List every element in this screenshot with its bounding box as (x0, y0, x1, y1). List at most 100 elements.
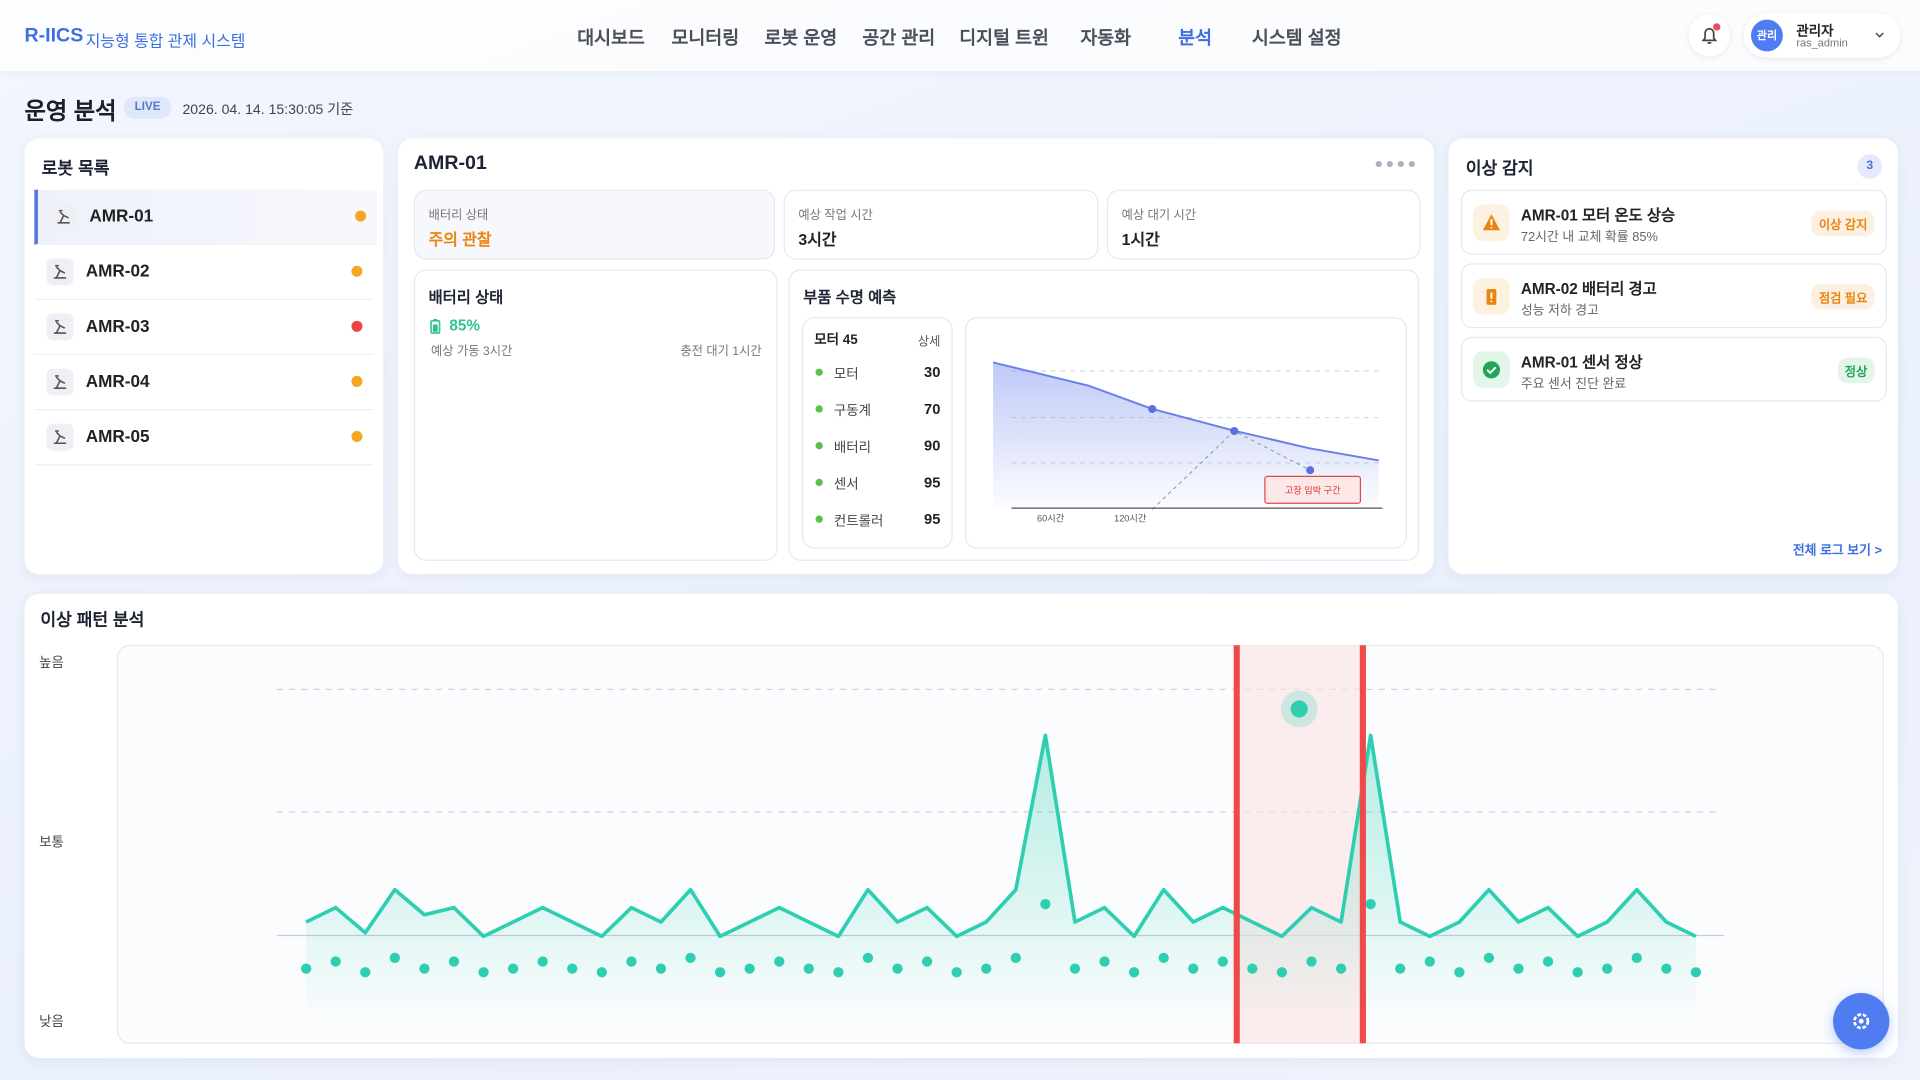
robot-icon (46, 423, 74, 451)
data-point (1602, 963, 1613, 974)
parts-table-title: 모터 45 (814, 333, 858, 348)
alert-glyph (1486, 288, 1497, 305)
battery-card: 배터리 상태 85% 예상 가동 3시간 충전 대기 1시간 (413, 269, 778, 561)
data-point (833, 967, 844, 978)
alert-tag: 이상 감지 (1811, 210, 1875, 237)
parts-value: 30 (924, 363, 941, 381)
data-point (1631, 952, 1642, 964)
robot-item[interactable]: AMR-05 (34, 410, 374, 466)
stat-value: 주의 관찰 (428, 230, 492, 249)
data-point (596, 967, 607, 978)
data-point (1483, 952, 1495, 964)
data-point (1276, 967, 1288, 978)
view-all-link[interactable]: 전체 로그 보기 > (1792, 543, 1883, 559)
data-point (360, 967, 371, 978)
user-id: ras_admin (1796, 36, 1848, 49)
robot-name: AMR-01 (89, 205, 154, 226)
y-tick-label: 보통 (39, 835, 64, 850)
data-point (714, 967, 726, 978)
notification-button[interactable] (1688, 14, 1731, 57)
data-point (655, 963, 667, 974)
data-point (803, 963, 814, 974)
data-point (389, 952, 400, 964)
nav-item[interactable]: 대시보드 (577, 28, 645, 49)
line-area (306, 735, 1696, 1011)
data-point (1572, 967, 1583, 978)
data-point (1395, 963, 1406, 974)
parts-value: 95 (924, 510, 941, 528)
user-menu[interactable]: 관리 관리자 ras_admin (1743, 13, 1901, 58)
alert-icon (1473, 204, 1510, 242)
data-point (537, 956, 548, 967)
parts-row: 모터 30 (815, 363, 941, 384)
nav-item[interactable]: 공간 관리 (862, 28, 936, 49)
card-title: 부품 수명 예측 (803, 288, 897, 307)
alert-title: AMR-01 모터 온도 상승 (1520, 206, 1676, 225)
data-point (567, 963, 578, 974)
data-point (300, 963, 312, 974)
parts-dot (815, 515, 823, 523)
robot-item[interactable]: AMR-04 (34, 355, 374, 411)
robot-status (351, 375, 363, 387)
nav-item[interactable]: 로봇 운영 (764, 28, 838, 49)
robot-glyph (53, 430, 67, 445)
parts-value: 70 (924, 400, 941, 418)
y-tick-label: 낮음 (39, 1014, 64, 1029)
alert-item[interactable]: AMR-01 모터 온도 상승 72시간 내 교체 확률 85% 이상 감지 (1460, 189, 1887, 255)
alerts-panel: 이상 감지 3 AMR-01 모터 온도 상승 72시간 내 교체 확률 85% 이… (1448, 138, 1898, 575)
nav-item[interactable]: 분석 (1178, 28, 1213, 49)
data-point (951, 967, 962, 978)
card-title: 배터리 상태 (428, 288, 504, 307)
alert-title: AMR-02 배터리 경고 (1520, 280, 1657, 298)
nav-item[interactable]: 모니터링 (671, 28, 740, 49)
panel-title: 로봇 목록 (41, 157, 110, 178)
stat-card: 예상 작업 시간 3시간 (783, 189, 1099, 260)
parts-dot (815, 405, 823, 413)
parts-detail-link[interactable]: 상세 (917, 335, 941, 349)
data-point (1010, 952, 1021, 964)
data-point (330, 956, 341, 967)
nav-item[interactable]: 자동화 (1080, 28, 1132, 49)
alert-item[interactable]: AMR-02 배터리 경고 성능 저하 경고 점검 필요 (1460, 263, 1887, 329)
alert-tag: 점검 필요 (1811, 284, 1875, 310)
nav-item[interactable]: 디지털 트윈 (959, 28, 1049, 49)
robot-icon (50, 203, 78, 231)
robot-item[interactable]: AMR-03 (34, 300, 374, 356)
alert-glyph (1482, 361, 1501, 379)
robot-item[interactable]: AMR-01 (34, 189, 378, 245)
alert-title: AMR-01 센서 정상 (1520, 353, 1643, 372)
panel-title: 이상 감지 (1465, 157, 1534, 178)
anomaly-panel: 이상 패턴 분석 높음 보통 낮음 (24, 593, 1898, 1058)
parts-card: 부품 수명 예측 모터 45 상세 모터 30 구동계 70 배터리 90 센서 95 컨트롤러… (788, 269, 1420, 561)
failure-zone-label: 고장 임박 구간 (1285, 484, 1341, 495)
data-point (1069, 963, 1081, 974)
robot-item[interactable]: AMR-02 (34, 245, 374, 301)
stat-card: 배터리 상태 주의 관찰 (413, 189, 776, 260)
more-menu[interactable] (1373, 158, 1422, 170)
data-point (1365, 898, 1376, 910)
life-point (1148, 404, 1157, 414)
robot-name: AMR-03 (85, 315, 150, 336)
data-point (744, 963, 755, 974)
parts-table: 모터 45 상세 모터 30 구동계 70 배터리 90 센서 95 컨트롤러 95 (802, 317, 953, 549)
robot-icon (46, 313, 74, 341)
nav-item[interactable]: 시스템 설정 (1251, 28, 1342, 49)
user-name: 관리자 (1796, 24, 1834, 40)
parts-chart: 고장 임박 구간 60시간 120시간 (964, 317, 1407, 549)
chart-title: 이상 패턴 분석 (40, 609, 144, 629)
bell-icon (1701, 23, 1721, 44)
floating-action-button[interactable] (1833, 993, 1890, 1050)
x-label: 120시간 (1114, 514, 1147, 524)
alert-item[interactable]: AMR-01 센서 정상 주요 센서 진단 완료 정상 (1460, 336, 1887, 402)
life-point (1306, 466, 1315, 475)
logo[interactable]: R-IICS (24, 25, 84, 47)
parts-chart-svg: 고장 임박 구간 60시간 120시간 (992, 361, 1383, 524)
alert-desc: 72시간 내 교체 확률 85% (1520, 230, 1658, 245)
data-point (419, 963, 430, 974)
gear-icon (1853, 1013, 1870, 1030)
parts-label: 모터 (833, 367, 859, 383)
alert-tag: 정상 (1837, 357, 1875, 384)
